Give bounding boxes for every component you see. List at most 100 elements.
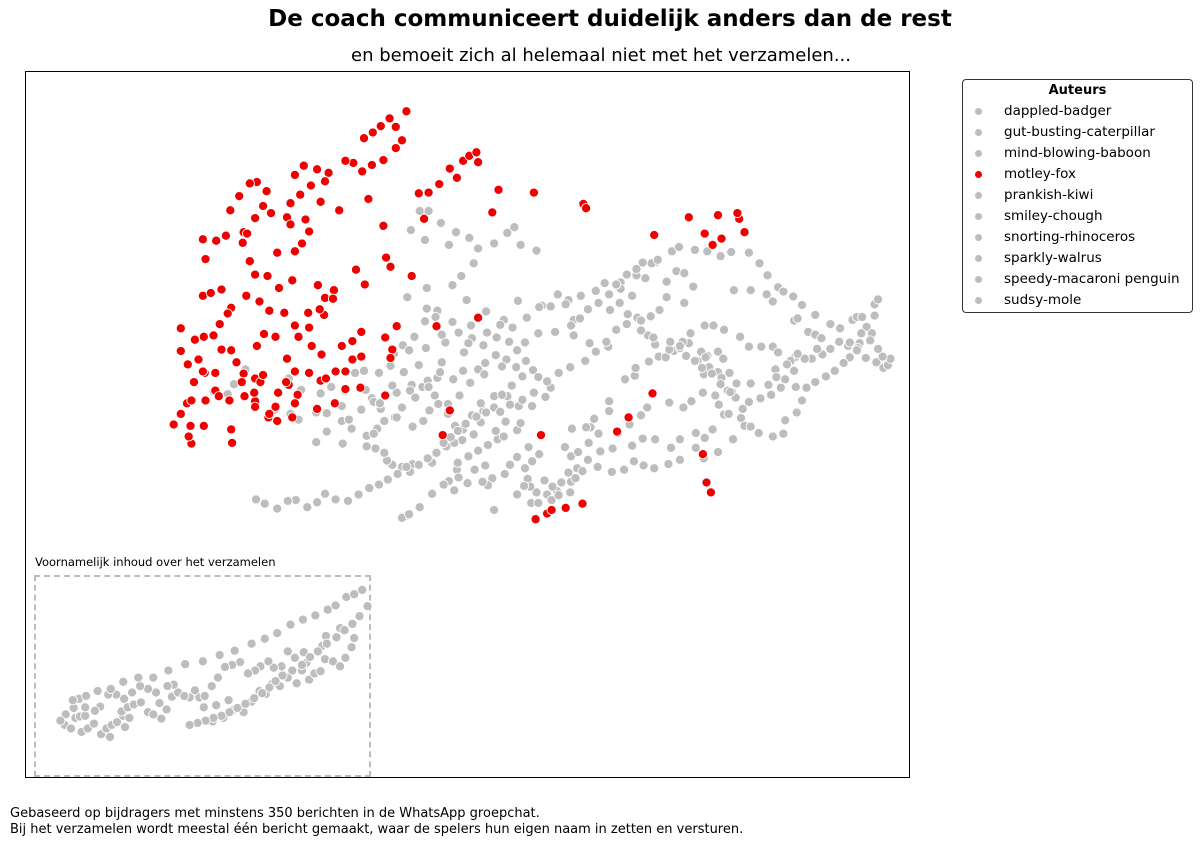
data-point xyxy=(504,459,516,470)
data-point xyxy=(339,625,350,636)
data-point xyxy=(593,428,604,439)
data-point-highlight xyxy=(378,155,389,166)
data-point xyxy=(448,374,459,385)
data-point xyxy=(857,311,868,323)
data-point xyxy=(780,374,791,385)
data-point xyxy=(259,633,270,644)
data-point xyxy=(356,404,367,415)
data-point xyxy=(686,396,697,407)
data-point xyxy=(834,336,845,347)
data-point xyxy=(424,405,435,416)
data-point xyxy=(232,702,243,714)
data-point-highlight xyxy=(431,321,442,332)
data-point-highlight xyxy=(175,408,186,419)
data-point xyxy=(92,685,103,697)
data-point xyxy=(724,367,735,378)
data-point-highlight xyxy=(406,270,417,282)
legend-label: prankish-kiwi xyxy=(1004,187,1094,203)
data-point xyxy=(825,343,836,354)
legend-item: snorting-rhinoceros xyxy=(973,227,1135,247)
data-point xyxy=(211,700,222,711)
data-point-highlight xyxy=(295,189,306,200)
data-point-highlight xyxy=(182,359,193,370)
legend-label: speedy-macaroni penguin xyxy=(1004,271,1180,287)
data-point xyxy=(706,368,717,379)
data-point xyxy=(661,276,672,287)
data-point xyxy=(816,333,827,344)
data-point-highlight xyxy=(647,388,658,399)
data-point-highlight xyxy=(226,424,237,435)
data-point xyxy=(533,328,544,339)
data-point-highlight xyxy=(316,349,327,360)
data-point xyxy=(512,345,523,356)
data-point xyxy=(731,378,742,389)
data-point-highlight xyxy=(273,387,284,398)
data-point-highlight xyxy=(250,213,261,224)
data-point-highlight xyxy=(287,275,298,286)
data-point-highlight xyxy=(242,228,253,239)
data-point-highlight xyxy=(356,351,367,362)
data-point xyxy=(422,453,433,464)
data-point-highlight xyxy=(380,332,391,343)
data-point xyxy=(628,456,639,467)
data-point xyxy=(527,401,538,412)
data-point xyxy=(512,489,523,500)
data-point xyxy=(479,369,490,380)
data-point xyxy=(88,718,100,729)
data-point xyxy=(396,402,408,413)
data-point xyxy=(289,652,300,663)
data-point xyxy=(315,388,326,399)
data-point-highlight xyxy=(175,345,186,357)
data-point xyxy=(468,429,479,440)
data-point xyxy=(490,425,501,436)
data-point-highlight xyxy=(705,487,716,498)
data-point xyxy=(458,365,469,376)
data-point xyxy=(631,263,642,275)
data-point xyxy=(829,365,840,376)
data-point xyxy=(627,440,638,451)
data-point-highlight xyxy=(327,293,339,304)
footnote-line-2: Bij het verzamelen wordt meestal één ber… xyxy=(10,822,744,837)
data-point-highlight xyxy=(198,331,209,342)
data-point xyxy=(696,362,708,373)
data-point xyxy=(387,380,398,391)
data-point xyxy=(622,309,633,320)
data-point xyxy=(745,285,756,296)
data-point xyxy=(565,362,576,373)
data-point xyxy=(581,422,592,433)
data-point-highlight xyxy=(227,437,238,448)
data-point xyxy=(519,463,531,474)
data-point xyxy=(285,619,296,630)
data-point xyxy=(214,649,225,661)
data-point-highlight xyxy=(304,226,315,237)
data-point-highlight xyxy=(270,401,281,412)
data-point xyxy=(553,367,564,378)
data-point xyxy=(873,343,884,354)
data-point xyxy=(321,638,332,649)
data-point xyxy=(540,391,551,402)
data-point xyxy=(679,297,690,308)
data-point xyxy=(504,399,516,410)
data-point xyxy=(589,413,600,424)
data-point-highlight xyxy=(285,219,296,230)
data-point xyxy=(590,346,601,357)
data-point xyxy=(552,289,563,300)
data-point-highlight xyxy=(367,127,378,138)
data-point xyxy=(491,332,502,343)
data-point xyxy=(820,371,831,382)
data-point xyxy=(743,341,754,352)
data-point-highlight xyxy=(546,504,557,516)
data-point xyxy=(105,683,116,694)
data-point xyxy=(453,327,464,338)
data-point xyxy=(533,372,544,383)
data-point xyxy=(337,438,348,449)
data-point xyxy=(838,357,849,369)
data-point xyxy=(531,487,542,498)
data-point xyxy=(766,389,777,400)
data-point-highlight xyxy=(258,369,269,381)
data-point-highlight xyxy=(226,345,237,356)
data-point xyxy=(521,312,532,323)
data-point-highlight xyxy=(216,284,227,295)
data-point xyxy=(435,367,446,378)
data-point xyxy=(719,324,730,335)
